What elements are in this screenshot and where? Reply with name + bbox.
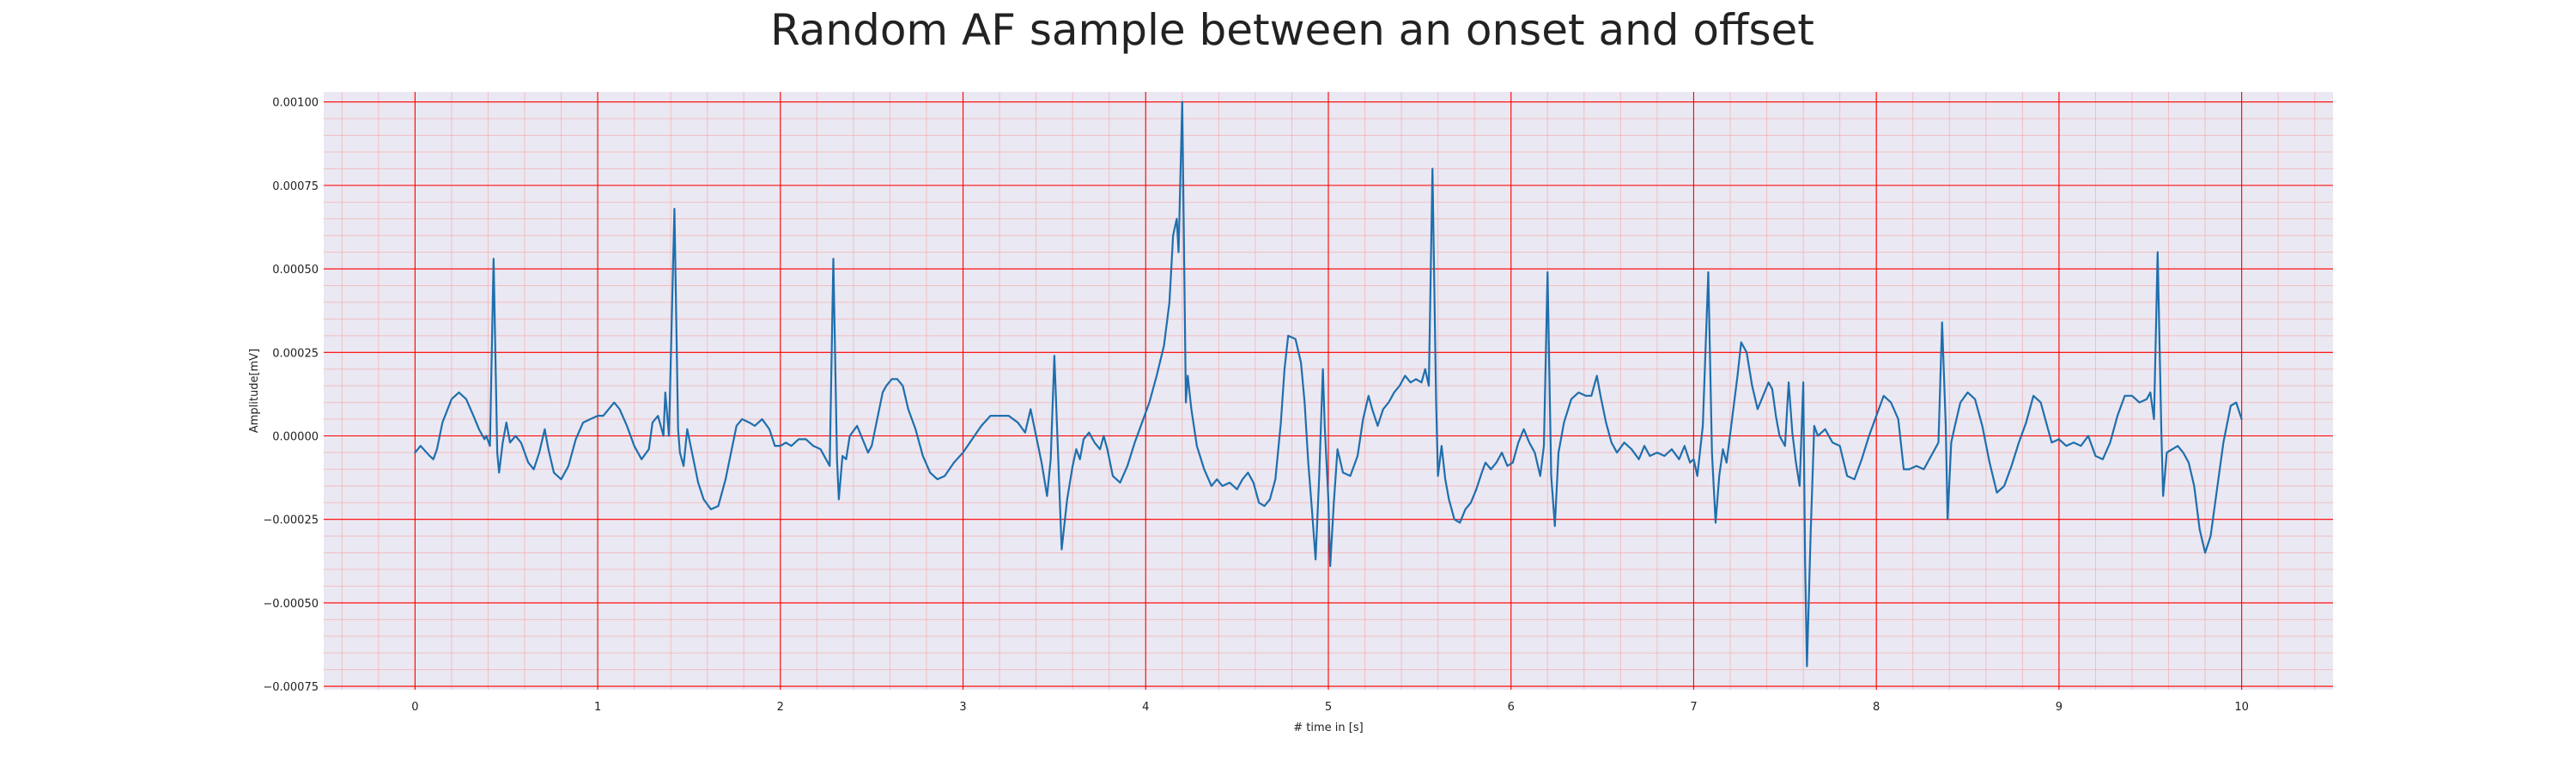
- series-layer: [414, 100, 2243, 667]
- x-axis-ticks: 0 1 2 3 4 5 6 7 8 9 10: [411, 701, 2249, 714]
- y-axis-ticks: −0.00075 −0.00050 −0.00025 0.00000 0.00025 0.…: [263, 97, 319, 694]
- y-tick-label: 0.00025: [272, 347, 319, 360]
- x-tick-label: 4: [1142, 701, 1149, 714]
- y-tick-label: −0.00025: [263, 514, 319, 527]
- y-tick-label: 0.00000: [272, 430, 319, 443]
- y-tick-label: 0.00100: [272, 97, 319, 110]
- y-tick-label: 0.00075: [272, 180, 319, 193]
- x-axis-label: # time in [s]: [1293, 721, 1363, 734]
- y-tick-label: −0.00050: [263, 598, 319, 611]
- series-line-0: [414, 100, 2243, 667]
- x-tick-label: 3: [959, 701, 966, 714]
- y-axis-label: Amplitude[mV]: [248, 349, 261, 433]
- x-tick-label: 2: [777, 701, 784, 714]
- x-tick-label: 6: [1508, 701, 1515, 714]
- x-tick-label: 0: [411, 701, 418, 714]
- x-tick-label: 9: [2056, 701, 2063, 714]
- y-tick-label: −0.00075: [263, 681, 319, 694]
- x-tick-label: 5: [1325, 701, 1332, 714]
- major-grid: [324, 92, 2333, 690]
- x-tick-label: 1: [594, 701, 601, 714]
- x-tick-label: 7: [1690, 701, 1697, 714]
- x-tick-label: 10: [2234, 701, 2249, 714]
- y-tick-label: 0.00050: [272, 264, 319, 277]
- x-tick-label: 8: [1873, 701, 1880, 714]
- chart-title: Random AF sample between an onset and of…: [770, 5, 1814, 55]
